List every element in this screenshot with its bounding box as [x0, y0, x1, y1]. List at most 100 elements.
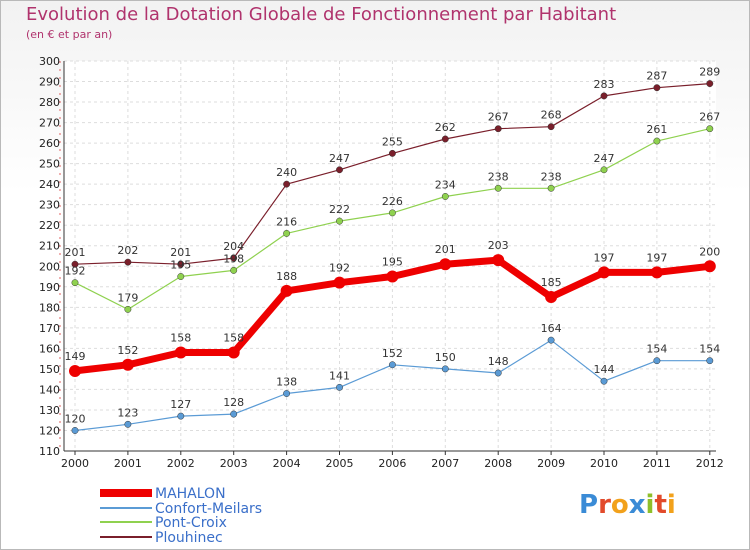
y-tick-label: 150 [39, 363, 60, 376]
y-tick-label: 280 [39, 96, 60, 109]
legend-label: MAHALON [155, 486, 226, 502]
data-label: 261 [646, 123, 667, 136]
data-label: 197 [594, 251, 615, 264]
data-labels: 120 123 127 128 138 141 152 150 148 164 144 154 154 1… [65, 66, 721, 426]
data-point [230, 254, 238, 262]
data-point [706, 80, 714, 88]
legend-label: Confort-Meilars [155, 501, 262, 517]
data-label: 164 [541, 322, 562, 335]
data-point [71, 427, 79, 434]
y-tick-label: 220 [39, 219, 60, 232]
data-label: 247 [594, 152, 615, 165]
data-label: 195 [382, 256, 403, 269]
data-label: 195 [170, 259, 191, 272]
logo-letter: r [598, 490, 611, 520]
data-label: 123 [117, 406, 138, 419]
data-point [703, 260, 716, 273]
y-tick-label: 210 [39, 240, 60, 253]
data-point [69, 364, 81, 377]
data-point [336, 166, 343, 174]
data-point [177, 260, 185, 268]
data-point [283, 390, 291, 397]
logo-letter: i [645, 490, 655, 520]
x-tick-label: 2008 [484, 457, 512, 470]
x-tick-label: 2010 [590, 457, 618, 470]
data-label: 197 [646, 251, 667, 264]
data-label: 268 [541, 109, 562, 122]
legend-label: Plouhinec [155, 530, 223, 546]
data-point [494, 369, 502, 377]
data-label: 226 [382, 195, 403, 208]
data-point [174, 346, 187, 359]
y-tick-label: 240 [39, 178, 60, 191]
x-tick-label: 2012 [696, 457, 724, 470]
data-point [336, 383, 343, 391]
data-label: 150 [435, 351, 456, 364]
y-tick-label: 230 [39, 199, 60, 212]
data-label: 120 [65, 412, 86, 425]
x-tick-label: 2007 [431, 457, 459, 470]
x-tick-label: 2006 [378, 457, 406, 470]
data-label: 287 [646, 70, 667, 83]
data-point [600, 92, 608, 100]
data-point [653, 84, 661, 92]
data-point [600, 377, 608, 385]
data-point [124, 305, 132, 313]
data-point [547, 123, 555, 131]
data-point [650, 266, 663, 279]
data-label: 128 [223, 396, 244, 409]
data-label: 247 [329, 152, 350, 165]
data-point [283, 229, 291, 237]
data-label: 201 [65, 246, 86, 259]
data-label: 240 [276, 166, 297, 179]
data-label: 202 [117, 244, 138, 257]
x-tick-label: 2003 [220, 457, 248, 470]
data-label: 289 [699, 66, 720, 79]
data-point [230, 266, 238, 274]
data-point [441, 365, 449, 373]
data-label: 185 [541, 276, 562, 289]
data-label: 238 [541, 170, 562, 183]
data-point [547, 336, 555, 344]
y-tick-label: 290 [39, 76, 60, 89]
data-point [441, 193, 449, 200]
x-tick-label: 2005 [326, 457, 354, 470]
data-label: 198 [223, 252, 244, 265]
logo-letter: i [666, 490, 676, 520]
legend: MAHALONConfort-MeilarsPont-CroixPlouhine… [100, 486, 262, 546]
y-tick-label: 270 [39, 117, 60, 130]
data-label: 192 [329, 262, 350, 275]
data-point [283, 180, 291, 188]
y-tick-label: 190 [39, 281, 60, 294]
data-point [177, 273, 185, 280]
data-label: 238 [488, 170, 509, 183]
logo-letter: o [610, 490, 629, 520]
data-point [388, 209, 396, 217]
x-tick-label: 2011 [643, 457, 671, 470]
grid-lines [64, 60, 716, 452]
logo-letter: P [579, 490, 599, 520]
data-label: 203 [488, 239, 509, 252]
data-label: 188 [276, 270, 297, 283]
data-point [547, 184, 555, 192]
data-point [388, 149, 396, 157]
data-label: 267 [699, 111, 720, 124]
y-tick-label: 250 [39, 158, 60, 171]
data-label: 201 [435, 243, 456, 256]
x-tick-label: 2000 [61, 457, 89, 470]
data-point [653, 137, 661, 145]
data-point [124, 258, 132, 266]
data-label: 149 [65, 350, 86, 363]
data-point [227, 346, 240, 359]
data-label: 192 [65, 265, 86, 278]
data-label: 204 [223, 240, 244, 253]
data-point [388, 361, 396, 369]
data-label: 201 [170, 246, 191, 259]
data-point [177, 412, 185, 420]
x-tick-label: 2004 [273, 457, 301, 470]
data-label: 158 [170, 331, 191, 344]
data-label: 144 [594, 363, 615, 376]
y-tick-label: 130 [39, 404, 60, 417]
y-tick-label: 300 [39, 55, 60, 68]
